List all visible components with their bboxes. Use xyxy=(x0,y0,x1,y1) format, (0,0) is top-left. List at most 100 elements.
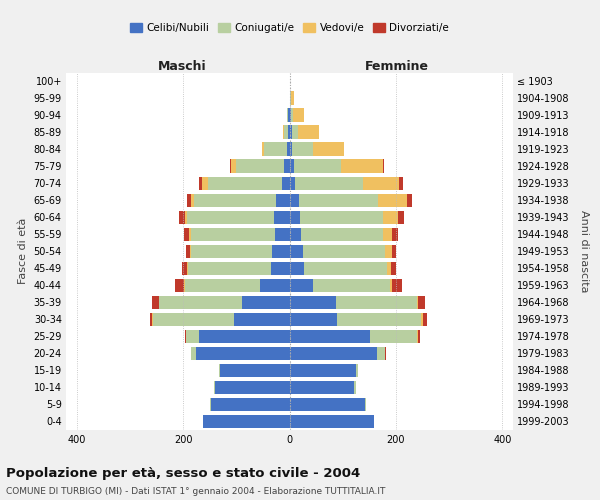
Bar xyxy=(231,160,236,173)
Bar xyxy=(383,160,384,173)
Bar xyxy=(290,228,301,241)
Bar xyxy=(276,194,290,207)
Bar xyxy=(377,347,385,360)
Bar xyxy=(378,194,407,207)
Bar xyxy=(383,210,398,224)
Bar xyxy=(298,126,319,138)
Bar xyxy=(293,108,304,122)
Bar xyxy=(387,262,391,275)
Bar xyxy=(392,228,398,241)
Bar xyxy=(418,330,421,343)
Bar xyxy=(175,278,184,292)
Bar xyxy=(290,142,292,156)
Bar xyxy=(153,312,233,326)
Bar xyxy=(179,210,185,224)
Bar xyxy=(337,296,417,309)
Bar xyxy=(290,364,356,377)
Bar xyxy=(363,176,399,190)
Bar xyxy=(355,381,356,394)
Bar xyxy=(290,347,377,360)
Bar xyxy=(152,296,158,309)
Bar xyxy=(265,142,287,156)
Bar xyxy=(313,142,344,156)
Bar xyxy=(191,194,194,207)
Bar xyxy=(188,262,271,275)
Bar xyxy=(287,142,290,156)
Bar xyxy=(236,160,284,173)
Bar xyxy=(215,381,290,394)
Bar xyxy=(290,278,313,292)
Bar xyxy=(208,176,281,190)
Bar xyxy=(290,312,337,326)
Bar xyxy=(295,176,363,190)
Bar xyxy=(220,364,290,377)
Bar xyxy=(290,330,370,343)
Bar xyxy=(289,108,290,122)
Text: COMUNE DI TURBIGO (MI) - Dati ISTAT 1° gennaio 2004 - Elaborazione TUTTITALIA.IT: COMUNE DI TURBIGO (MI) - Dati ISTAT 1° g… xyxy=(6,488,385,496)
Bar xyxy=(199,330,290,343)
Text: Maschi: Maschi xyxy=(158,60,206,72)
Bar xyxy=(290,398,365,411)
Bar xyxy=(399,176,403,190)
Bar xyxy=(185,278,260,292)
Bar xyxy=(421,312,422,326)
Bar xyxy=(184,228,190,241)
Bar xyxy=(219,364,220,377)
Bar xyxy=(303,244,385,258)
Bar xyxy=(398,210,404,224)
Bar xyxy=(187,194,191,207)
Bar xyxy=(230,160,231,173)
Bar xyxy=(291,92,294,104)
Bar xyxy=(274,210,290,224)
Y-axis label: Fasce di età: Fasce di età xyxy=(18,218,28,284)
Bar xyxy=(422,312,427,326)
Bar xyxy=(187,262,188,275)
Text: Femmine: Femmine xyxy=(365,60,429,72)
Bar xyxy=(290,415,374,428)
Bar xyxy=(407,194,412,207)
Bar xyxy=(260,278,290,292)
Bar xyxy=(290,210,300,224)
Bar xyxy=(385,347,386,360)
Bar xyxy=(185,330,186,343)
Bar xyxy=(290,92,291,104)
Bar xyxy=(304,262,387,275)
Bar xyxy=(417,296,418,309)
Bar xyxy=(356,364,358,377)
Bar xyxy=(290,176,295,190)
Bar xyxy=(214,381,215,394)
Bar xyxy=(283,126,284,138)
Bar xyxy=(191,244,272,258)
Bar xyxy=(186,330,199,343)
Bar xyxy=(391,262,397,275)
Bar xyxy=(262,142,265,156)
Bar xyxy=(275,228,290,241)
Y-axis label: Anni di nascita: Anni di nascita xyxy=(580,210,589,292)
Bar xyxy=(284,160,290,173)
Bar xyxy=(194,194,276,207)
Bar xyxy=(292,126,298,138)
Bar xyxy=(190,244,191,258)
Bar xyxy=(191,347,196,360)
Bar xyxy=(290,160,294,173)
Bar xyxy=(418,296,425,309)
Bar xyxy=(385,244,392,258)
Bar xyxy=(233,312,290,326)
Bar xyxy=(290,126,292,138)
Bar xyxy=(187,210,274,224)
Bar xyxy=(313,278,389,292)
Bar xyxy=(242,296,290,309)
Bar xyxy=(159,296,242,309)
Bar xyxy=(290,108,293,122)
Bar xyxy=(185,210,187,224)
Bar xyxy=(292,142,313,156)
Bar xyxy=(290,381,355,394)
Bar xyxy=(288,126,290,138)
Bar xyxy=(299,194,378,207)
Bar xyxy=(149,312,152,326)
Bar xyxy=(191,228,275,241)
Bar xyxy=(290,296,337,309)
Bar xyxy=(271,262,290,275)
Bar xyxy=(337,312,421,326)
Bar xyxy=(370,330,417,343)
